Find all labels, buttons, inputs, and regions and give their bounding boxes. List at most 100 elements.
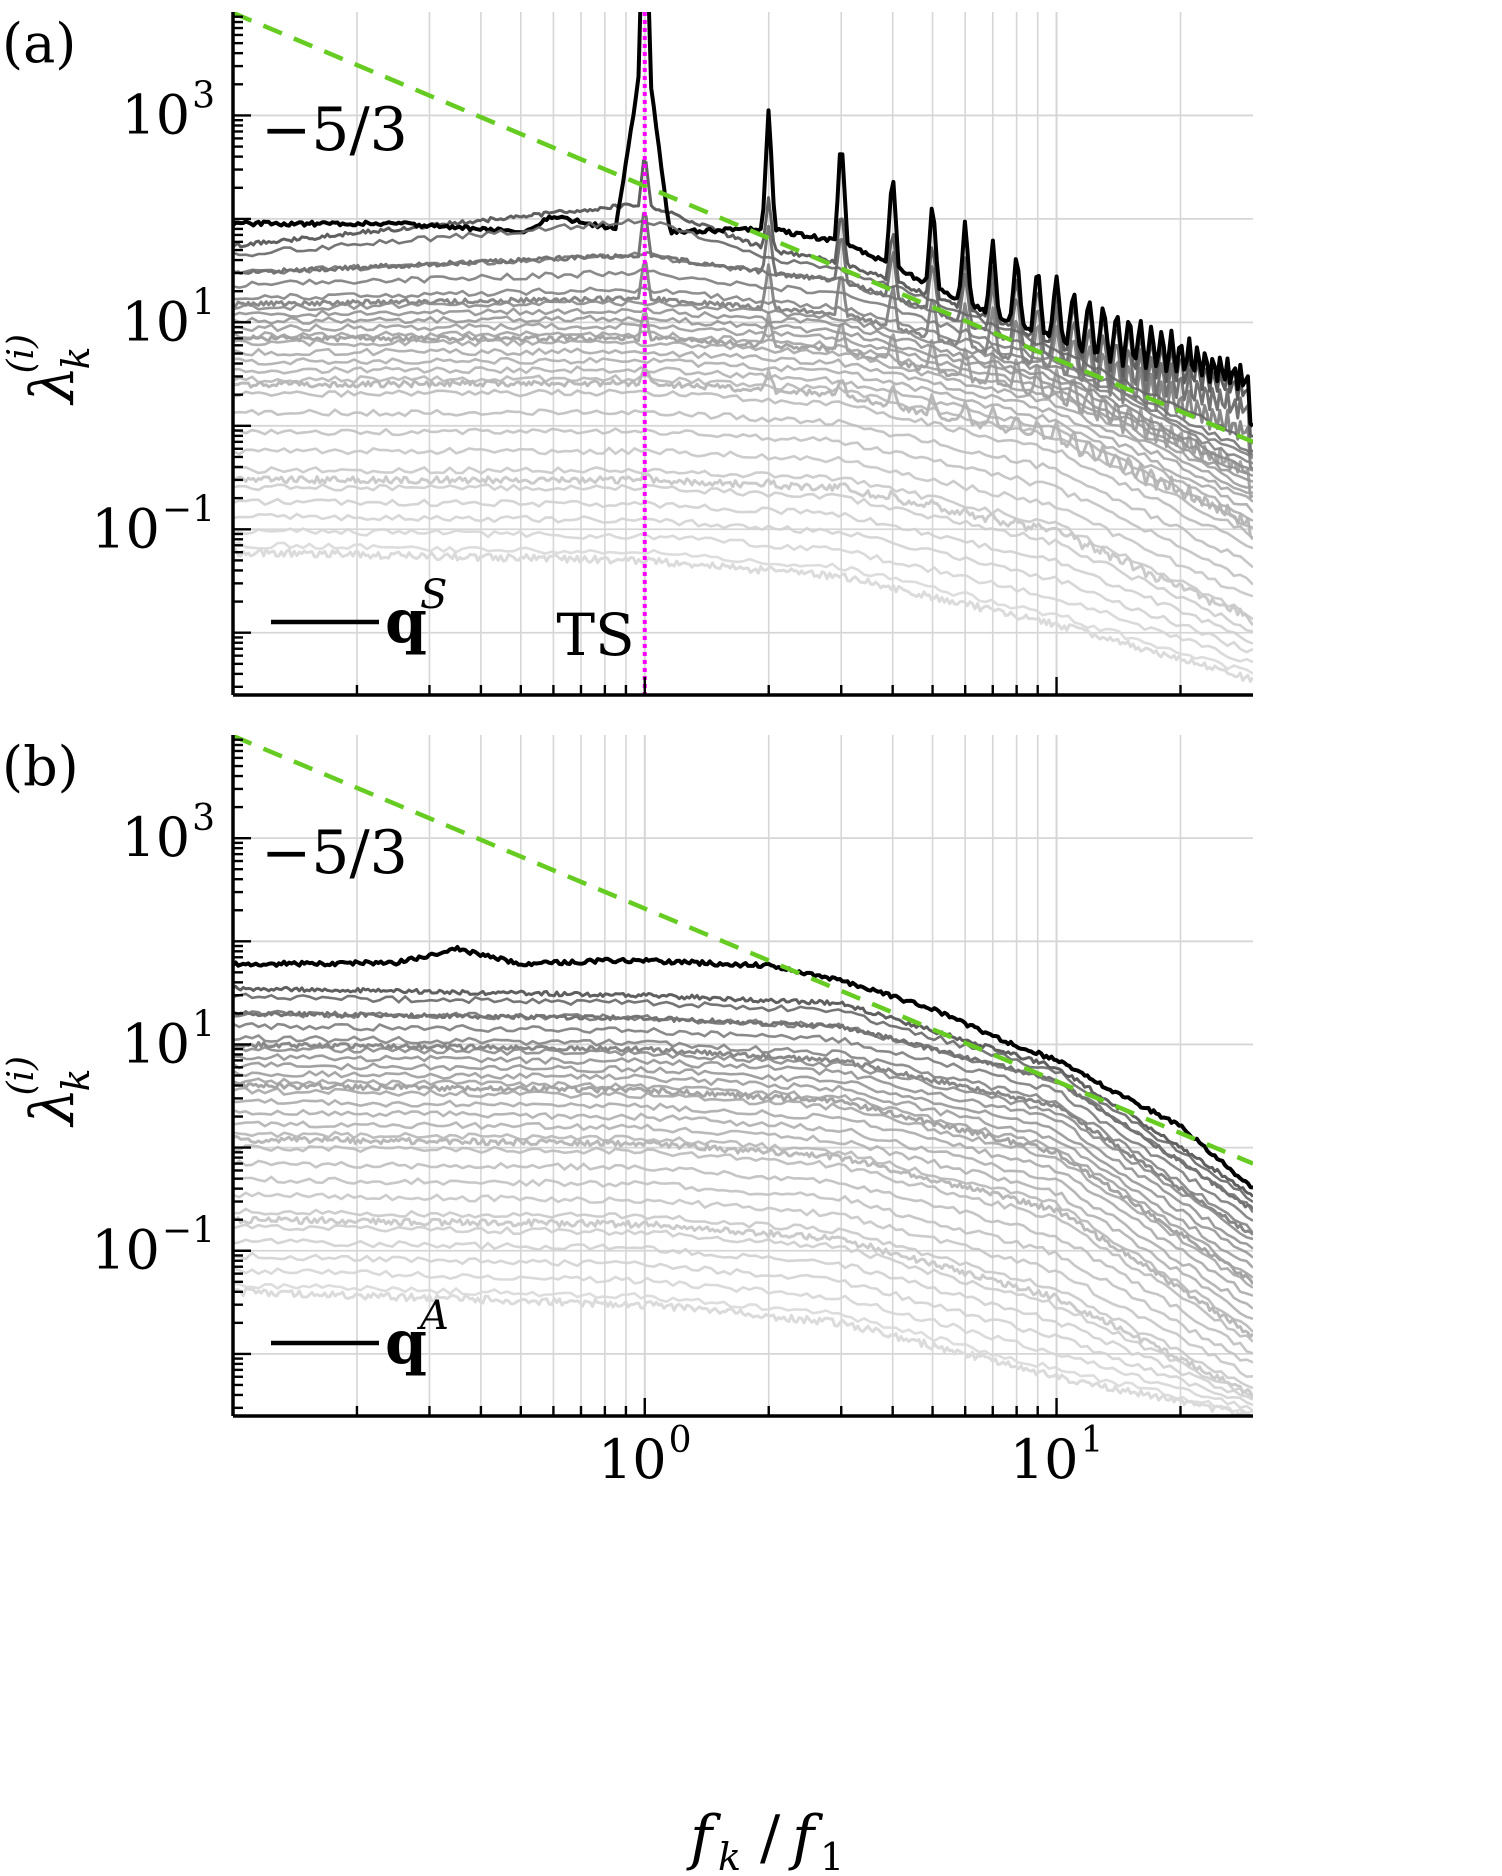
y-axis-label: λk (i) bbox=[1, 1056, 98, 1128]
series-mode-23 bbox=[233, 1097, 1253, 1297]
series-mode-17 bbox=[233, 1069, 1253, 1269]
x-tick-label: 10 0 bbox=[598, 1420, 692, 1491]
series-mode-40 bbox=[233, 1215, 1253, 1399]
slope-annotation: −5/3 bbox=[261, 818, 408, 888]
x-tick-label: 10 1 bbox=[1010, 1420, 1104, 1491]
series-mode-39 bbox=[233, 465, 1253, 621]
series-mode-2 bbox=[233, 984, 1253, 1198]
series-mode-29 bbox=[233, 373, 1253, 540]
series-mode-7 bbox=[233, 1021, 1253, 1222]
series-mode-31 bbox=[233, 1144, 1253, 1343]
series-mode-50 bbox=[233, 547, 1253, 683]
x-axis-label-numerator-subscript: k bbox=[718, 1835, 741, 1876]
y-tick-label: 10 1 bbox=[121, 1004, 215, 1075]
y-axis-label-base: λ bbox=[18, 1087, 88, 1127]
series-mode-50 bbox=[233, 1287, 1253, 1416]
series-mode-45 bbox=[233, 1251, 1253, 1407]
y-tick-label-exponent: 3 bbox=[192, 798, 215, 839]
series-mode-40 bbox=[233, 472, 1253, 626]
y-tick-label: 10 3 bbox=[121, 798, 215, 869]
series-mode-37 bbox=[233, 446, 1253, 598]
y-tick-label-base: 10 bbox=[121, 83, 190, 146]
y-tick-label-base: 10 bbox=[121, 1012, 190, 1075]
x-tick-label-exponent: 1 bbox=[1080, 1420, 1103, 1461]
series-mode-47 bbox=[233, 527, 1253, 664]
y-tick-label: 10 1 bbox=[121, 282, 215, 353]
series-mode-35 bbox=[233, 427, 1253, 586]
series-mode-43 bbox=[233, 1237, 1253, 1401]
y-tick-label-exponent: 3 bbox=[192, 75, 215, 116]
series-mode-30 bbox=[233, 1135, 1253, 1339]
y-tick-label-base: 10 bbox=[121, 806, 190, 869]
y-axis-label-superscript: (i) bbox=[1, 1056, 42, 1096]
series-mode-9 bbox=[233, 286, 1253, 465]
series-mode-43 bbox=[233, 497, 1253, 645]
series-mode-5 bbox=[233, 250, 1253, 457]
ts-marker-label: TS bbox=[556, 601, 634, 669]
series-mode-19 bbox=[233, 330, 1253, 494]
y-tick-label-base: 10 bbox=[91, 1219, 160, 1282]
y-tick-label-exponent: 1 bbox=[192, 282, 215, 323]
slope-annotation: −5/3 bbox=[261, 95, 408, 165]
y-tick-label-exponent: −1 bbox=[162, 1211, 215, 1252]
series-mode-33 bbox=[233, 408, 1253, 569]
series-mode-13 bbox=[233, 1052, 1253, 1250]
series-mode-31 bbox=[233, 388, 1253, 550]
y-tick-label-base: 10 bbox=[121, 290, 190, 353]
series-mode-49 bbox=[233, 541, 1253, 675]
series-leading-mode bbox=[233, 945, 1253, 1190]
panel-label: (b) bbox=[2, 735, 79, 798]
slope-reference-line bbox=[233, 735, 1253, 1166]
series-mode-19 bbox=[233, 1077, 1253, 1279]
series-mode-37 bbox=[233, 1191, 1253, 1379]
y-axis-label-superscript: (i) bbox=[1, 334, 42, 374]
x-tick-label-base: 10 bbox=[1010, 1428, 1079, 1491]
y-tick-label-exponent: −1 bbox=[162, 489, 215, 530]
legend: qA bbox=[271, 1293, 449, 1378]
y-tick-label-base: 10 bbox=[91, 497, 160, 560]
series-mode-45 bbox=[233, 512, 1253, 654]
y-tick-label: 10 −1 bbox=[91, 489, 215, 560]
x-tick-label-exponent: 0 bbox=[669, 1420, 692, 1461]
series-mode-11 bbox=[233, 299, 1253, 472]
series-mode-41 bbox=[233, 1223, 1253, 1398]
legend-label-base: q bbox=[385, 1308, 427, 1378]
x-axis-label-slash: / bbox=[760, 1803, 781, 1873]
y-tick-label: 10 3 bbox=[121, 75, 215, 146]
series-mode-41 bbox=[233, 483, 1253, 633]
series-mode-35 bbox=[233, 1175, 1253, 1364]
series-mode-33 bbox=[233, 1159, 1253, 1355]
y-axis-label: λk (i) bbox=[1, 334, 98, 406]
series-mode-39 bbox=[233, 1207, 1253, 1390]
series-mode-15 bbox=[233, 1061, 1253, 1259]
series-mode-47 bbox=[233, 1267, 1253, 1412]
x-tick-label-base: 10 bbox=[598, 1428, 667, 1491]
y-tick-label-exponent: 1 bbox=[192, 1004, 215, 1045]
series-mode-49 bbox=[233, 1282, 1253, 1414]
y-axis-label-subscript: k bbox=[54, 1068, 98, 1091]
series-mode-17 bbox=[233, 322, 1253, 489]
legend: qS bbox=[271, 572, 447, 657]
series-mode-29 bbox=[233, 1130, 1253, 1333]
series-leading-mode bbox=[233, 12, 1253, 428]
slope-reference-line bbox=[233, 12, 1253, 444]
series-mode-7 bbox=[233, 268, 1253, 460]
x-axis-label-denominator-subscript: 1 bbox=[820, 1835, 844, 1876]
panel-label: (a) bbox=[2, 12, 76, 75]
legend-label-superscript: S bbox=[420, 572, 447, 618]
legend-label-base: q bbox=[385, 587, 427, 657]
series-mode-25 bbox=[233, 356, 1253, 523]
series-mode-3 bbox=[233, 218, 1253, 445]
series-mode-3 bbox=[233, 992, 1253, 1203]
series-mode-5 bbox=[233, 1009, 1253, 1214]
series-mode-27 bbox=[233, 365, 1253, 530]
y-tick-label: 10 −1 bbox=[91, 1211, 215, 1282]
legend-label-superscript: A bbox=[416, 1293, 449, 1339]
y-axis-label-subscript: k bbox=[54, 346, 98, 369]
y-axis-label-base: λ bbox=[18, 365, 88, 405]
series-mode-15 bbox=[233, 314, 1253, 483]
series-mode-11 bbox=[233, 1045, 1253, 1241]
series-mode-23 bbox=[233, 347, 1253, 514]
